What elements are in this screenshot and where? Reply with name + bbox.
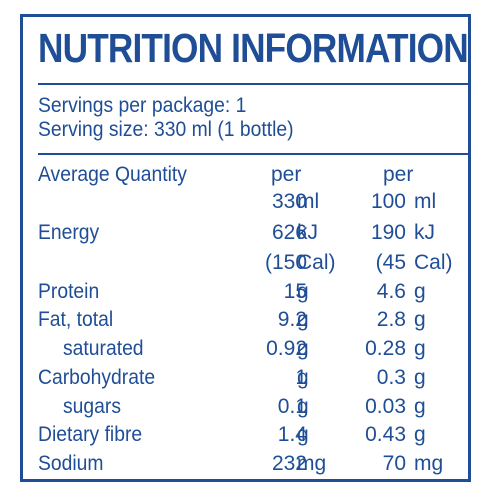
row-protein-label: Protein	[38, 280, 100, 303]
row-carbohydrate-value-per-serving: 1	[295, 366, 307, 389]
row-protein-unit-per-100ml: g	[414, 280, 426, 303]
row-fat-total-label: Fat, total	[38, 308, 114, 331]
row-dietary-fibre-unit-per-100ml: g	[414, 423, 426, 446]
row-dietary-fibre-label: Dietary fibre	[38, 423, 143, 446]
row-dietary-fibre-unit-per-serving: g	[297, 423, 309, 446]
serving-size: Serving size: 330 ml (1 bottle)	[38, 118, 294, 141]
row-saturated-label: saturated	[63, 337, 144, 360]
row-saturated-value-per-100ml: 0.28	[365, 337, 406, 360]
row-sugars-unit-per-100ml: g	[414, 395, 426, 418]
row-carbohydrate-value-per-100ml: 0.3	[376, 366, 406, 389]
panel-title: NUTRITION INFORMATION	[38, 25, 469, 71]
row-protein-value-per-serving: 15	[283, 280, 307, 303]
row-energy-cal-unit-per-100ml: Cal)	[414, 251, 453, 274]
row-sodium-unit-per-serving: mg	[297, 452, 327, 475]
servings-per-package: Servings per package: 1	[38, 94, 247, 117]
row-dietary-fibre-value-per-serving: 1.4	[277, 423, 307, 446]
row-sodium-label: Sodium	[38, 452, 104, 475]
header-col2-value: 100	[370, 190, 406, 213]
row-sodium-unit-per-100ml: mg	[414, 452, 444, 475]
row-saturated-value-per-serving: 0.92	[266, 337, 307, 360]
header-col1-unit: ml	[297, 190, 320, 213]
row-sugars-value-per-serving: 0.1	[277, 395, 307, 418]
row-saturated-unit-per-serving: g	[297, 337, 309, 360]
row-dietary-fibre-value-per-100ml: 0.43	[365, 423, 406, 446]
header-col1-per: per	[271, 163, 302, 186]
row-saturated-unit-per-100ml: g	[414, 337, 426, 360]
row-sodium-value-per-100ml: 70	[382, 452, 406, 475]
row-energy-unit-per-100ml: kJ	[414, 221, 435, 244]
row-energy-cal-value-per-100ml: (45	[375, 251, 406, 274]
header-col1-value: 330	[271, 190, 307, 213]
nutrition-panel: NUTRITION INFORMATION Servings per packa…	[20, 14, 471, 482]
row-fat-total-value-per-100ml: 2.8	[376, 308, 406, 331]
row-protein-unit-per-serving: g	[297, 280, 309, 303]
row-sugars-value-per-100ml: 0.03	[365, 395, 406, 418]
row-energy-unit-per-serving: kJ	[297, 221, 318, 244]
row-fat-total-unit-per-serving: g	[297, 308, 309, 331]
row-sodium-value-per-serving: 232	[271, 452, 307, 475]
row-carbohydrate-unit-per-100ml: g	[414, 366, 426, 389]
row-fat-total-unit-per-100ml: g	[414, 308, 426, 331]
row-carbohydrate-unit-per-serving: g	[297, 366, 309, 389]
header-label: Average Quantity	[38, 163, 187, 186]
title-rule	[38, 83, 468, 85]
row-carbohydrate-label: Carbohydrate	[38, 366, 156, 389]
servings-rule	[38, 153, 468, 155]
row-fat-total-value-per-serving: 9.2	[277, 308, 307, 331]
row-energy-cal-unit-per-serving: Cal)	[297, 251, 336, 274]
row-sugars-label: sugars	[63, 395, 121, 418]
row-energy-label: Energy	[38, 221, 100, 244]
header-col2-unit: ml	[414, 190, 437, 213]
row-protein-value-per-100ml: 4.6	[376, 280, 406, 303]
row-energy-value-per-serving: 626	[271, 221, 307, 244]
header-col2-per: per	[383, 163, 414, 186]
row-energy-value-per-100ml: 190	[370, 221, 406, 244]
row-energy-cal-value-per-serving: (150	[264, 251, 307, 274]
row-sugars-unit-per-serving: g	[297, 395, 309, 418]
